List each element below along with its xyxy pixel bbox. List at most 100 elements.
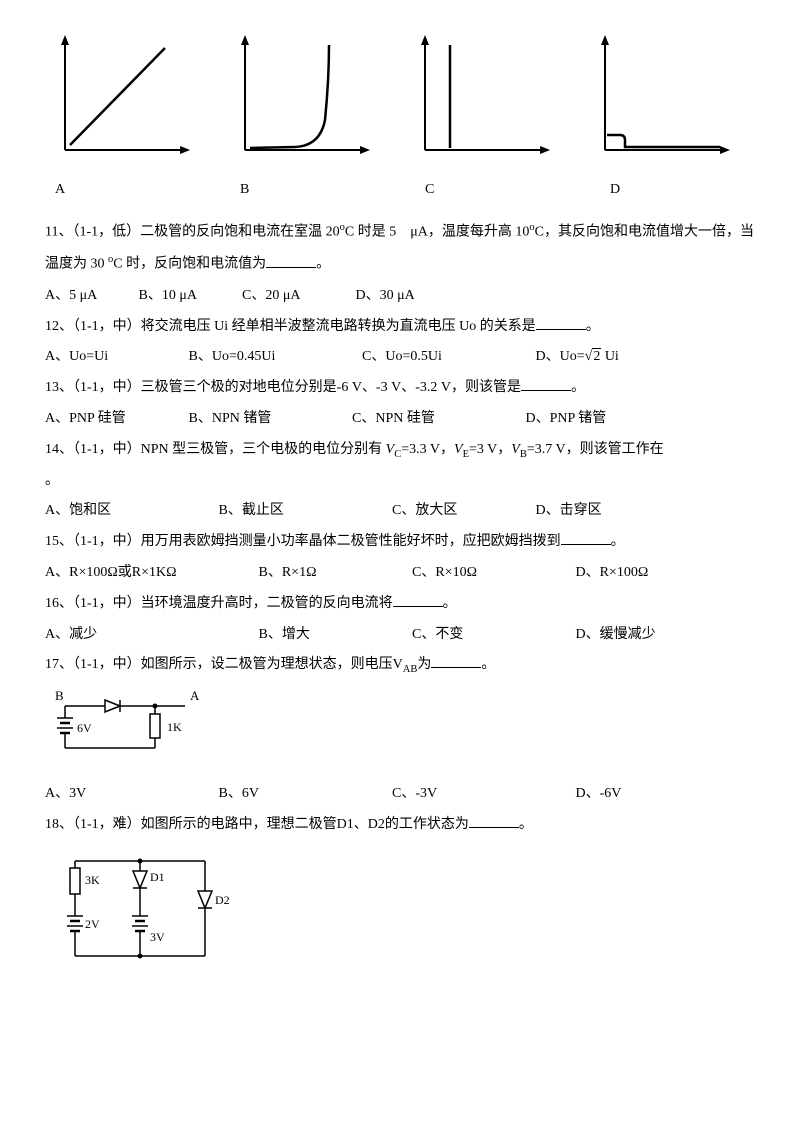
- q14-text-a: 14、（1-1，中）NPN 型三极管，三个电极的电位分别有: [45, 442, 386, 457]
- q17-opt-b: B、6V: [219, 779, 389, 810]
- graph-label-a: A: [45, 175, 200, 206]
- q15: 15、（1-1，中）用万用表欧姆挡测量小功率晶体二极管性能好坏时，应把欧姆挡拨到…: [45, 527, 755, 558]
- q14-vb-val: =3.7 V，则该管工作在: [527, 442, 664, 457]
- graph-c: [405, 30, 555, 170]
- q17-opt-a: A、3V: [45, 779, 215, 810]
- graph-a-svg: [45, 30, 195, 170]
- q17-tail: 。: [481, 657, 495, 672]
- q12-opt-c: C、Uo=0.5Ui: [362, 342, 532, 373]
- q16-blank: [393, 592, 443, 607]
- q13-opt-d: D、PNP 锗管: [526, 404, 607, 435]
- q14-options: A、饱和区 B、截止区 C、放大区 D、击穿区: [45, 496, 755, 527]
- q12-blank: [536, 315, 586, 330]
- q18-circuit: 3K 2V D1 3V D2: [45, 846, 755, 984]
- q17-blank: [431, 653, 481, 668]
- graph-a: [45, 30, 195, 170]
- q11-text-b: C 时是 5 μA，温度每升高 10: [345, 224, 529, 239]
- q13: 13、（1-1，中）三极管三个极的对地电位分别是-6 V、-3 V、-3.2 V…: [45, 373, 755, 404]
- q13-text: 13、（1-1，中）三极管三个极的对地电位分别是-6 V、-3 V、-3.2 V…: [45, 380, 521, 395]
- q13-opt-b: B、NPN 锗管: [189, 404, 349, 435]
- q12-options: A、Uo=Ui B、Uo=0.45Ui C、Uo=0.5Ui D、Uo= 2 Ui: [45, 342, 755, 373]
- graph-label-c: C: [415, 175, 570, 206]
- q18: 18、（1-1，难）如图所示的电路中，理想二极管D1、D2的工作状态为 。: [45, 810, 755, 841]
- q18-label-d2: D2: [215, 893, 230, 907]
- sqrt-icon: 2: [585, 342, 602, 373]
- q12-sqrt-arg: 2: [592, 348, 601, 364]
- q17-opt-c: C、-3V: [392, 779, 572, 810]
- q17-circuit-svg: B A 1K 6V: [45, 686, 215, 761]
- q11-tail: 。: [316, 257, 330, 272]
- q12-opt-d-post: Ui: [601, 349, 619, 364]
- q18-label-v1: 2V: [85, 917, 100, 931]
- q16: 16、（1-1，中）当环境温度升高时，二极管的反向电流将 。: [45, 589, 755, 620]
- q16-opt-b: B、增大: [259, 620, 409, 651]
- graph-label-d: D: [600, 175, 755, 206]
- q11-text-a: 11、（1-1，低）二极管的反向饱和电流在室温 20: [45, 224, 340, 239]
- graph-b-svg: [225, 30, 375, 170]
- q11-options: A、5 μA B、10 μA C、20 μA D、30 μA: [45, 281, 755, 312]
- q14-vb: V: [511, 442, 520, 457]
- q13-blank: [521, 376, 571, 391]
- graph-d: [585, 30, 735, 170]
- q14: 14、（1-1，中）NPN 型三极管，三个电极的电位分别有 VC=3.3 V，V…: [45, 435, 755, 466]
- q17-text-a: 17、（1-1，中）如图所示，设二极管为理想状态，则电压V: [45, 657, 403, 672]
- q11-opt-b: B、10 μA: [139, 281, 239, 312]
- q11-blank: [266, 253, 316, 268]
- q11: 11、（1-1，低）二极管的反向饱和电流在室温 20oC 时是 5 μA，温度每…: [45, 216, 755, 281]
- q18-text: 18、（1-1，难）如图所示的电路中，理想二极管D1、D2的工作状态为: [45, 817, 469, 832]
- q15-text: 15、（1-1，中）用万用表欧姆挡测量小功率晶体二极管性能好坏时，应把欧姆挡拨到: [45, 534, 561, 549]
- q14-tail-line: 。: [45, 466, 755, 497]
- q12-opt-a: A、Uo=Ui: [45, 342, 185, 373]
- q17-text-b: 为: [417, 657, 431, 672]
- q16-text: 16、（1-1，中）当环境温度升高时，二极管的反向电流将: [45, 596, 393, 611]
- q14-opt-d: D、击穿区: [536, 496, 602, 527]
- q18-label-r: 3K: [85, 873, 100, 887]
- q18-label-d1: D1: [150, 870, 165, 884]
- q17-options: A、3V B、6V C、-3V D、-6V: [45, 779, 755, 810]
- q12-tail: 。: [586, 319, 600, 334]
- q16-opt-c: C、不变: [412, 620, 572, 651]
- graph-row: [45, 30, 755, 170]
- q17-opt-d: D、-6V: [576, 779, 622, 810]
- graph-c-svg: [405, 30, 555, 170]
- q15-opt-d: D、R×100Ω: [576, 558, 649, 589]
- q13-opt-c: C、NPN 硅管: [352, 404, 522, 435]
- q11-opt-a: A、5 μA: [45, 281, 135, 312]
- q12-text: 12、（1-1，中）将交流电压 Ui 经单相半波整流电路转换为直流电压 Uo 的…: [45, 319, 536, 334]
- q14-opt-b: B、截止区: [219, 496, 389, 527]
- q13-tail: 。: [571, 380, 585, 395]
- graph-d-svg: [585, 30, 735, 170]
- q18-blank: [469, 813, 519, 828]
- q18-tail: 。: [519, 817, 533, 832]
- graph-b: [225, 30, 375, 170]
- q17: 17、（1-1，中）如图所示，设二极管为理想状态，则电压VAB为 。: [45, 650, 755, 681]
- graph-labels: A B C D: [45, 175, 755, 206]
- q12-opt-d: D、Uo= 2 Ui: [536, 342, 619, 373]
- q11-opt-c: C、20 μA: [242, 281, 352, 312]
- q18-label-v2: 3V: [150, 930, 165, 944]
- q14-vc: V: [386, 442, 395, 457]
- q14-vc-val: =3.3 V，: [401, 442, 454, 457]
- q17-sub: AB: [403, 664, 418, 675]
- q16-opt-d: D、缓慢减少: [576, 620, 656, 651]
- q15-opt-a: A、R×100Ω或R×1KΩ: [45, 558, 255, 589]
- q16-opt-a: A、减少: [45, 620, 255, 651]
- q13-opt-a: A、PNP 硅管: [45, 404, 185, 435]
- q15-options: A、R×100Ω或R×1KΩ B、R×1Ω C、R×10Ω D、R×100Ω: [45, 558, 755, 589]
- q14-ve-val: =3 V，: [469, 442, 511, 457]
- q12-opt-b: B、Uo=0.45Ui: [189, 342, 359, 373]
- q16-options: A、减少 B、增大 C、不变 D、缓慢减少: [45, 620, 755, 651]
- q14-opt-c: C、放大区: [392, 496, 532, 527]
- q12: 12、（1-1，中）将交流电压 Ui 经单相半波整流电路转换为直流电压 Uo 的…: [45, 312, 755, 343]
- q14-vb-sub: B: [520, 448, 527, 459]
- q15-tail: 。: [611, 534, 625, 549]
- q16-tail: 。: [443, 596, 457, 611]
- q15-opt-c: C、R×10Ω: [412, 558, 572, 589]
- q14-opt-a: A、饱和区: [45, 496, 215, 527]
- q17-circuit: B A 1K 6V: [45, 686, 755, 774]
- q17-label-b: B: [55, 688, 64, 703]
- q17-label-a: A: [190, 688, 200, 703]
- q13-options: A、PNP 硅管 B、NPN 锗管 C、NPN 硅管 D、PNP 锗管: [45, 404, 755, 435]
- q15-blank: [561, 530, 611, 545]
- q12-opt-d-pre: D、Uo=: [536, 349, 585, 364]
